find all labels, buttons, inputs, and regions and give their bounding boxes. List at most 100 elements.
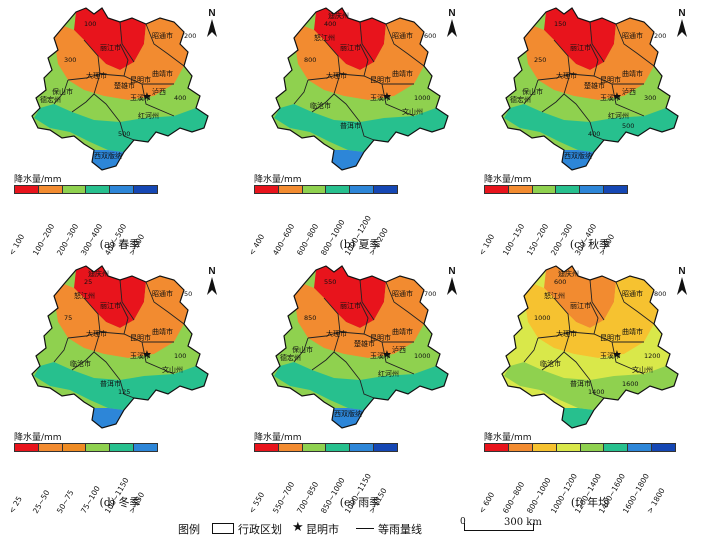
admin-boundary <box>359 301 369 335</box>
city-label: 文山州 <box>162 365 183 374</box>
legend-tick-label: < 100 <box>7 232 27 258</box>
isohyet-label: 400 <box>324 20 336 28</box>
city-label: 曲靖市 <box>152 69 173 78</box>
precip-zone <box>524 18 658 100</box>
admin-boundary <box>311 351 335 371</box>
city-label: 迪庆州 <box>558 269 579 278</box>
admin-boundary <box>83 297 101 353</box>
admin-boundary <box>537 331 644 343</box>
legend-swatch <box>38 186 63 193</box>
admin-boundary <box>293 337 309 363</box>
precip-zone <box>314 266 386 328</box>
isohyet-label: 125 <box>118 388 130 396</box>
legend-swatch <box>652 444 675 451</box>
legend-colorbar <box>14 443 158 452</box>
admin-boundary <box>293 79 309 105</box>
city-label: 保山市 <box>52 87 73 96</box>
isohyet-label: 550 <box>324 278 336 286</box>
legend-swatch <box>255 444 279 451</box>
city-label: 大理市 <box>556 329 577 338</box>
admin-boundary <box>589 301 599 335</box>
boundary-swatch <box>212 523 234 534</box>
legend-title: 降水量/mm <box>14 433 62 443</box>
legend-tick-label: 550~700 <box>271 480 297 516</box>
panel-caption: (d) 冬季 <box>99 496 141 509</box>
admin-boundary <box>523 79 539 105</box>
legend-swatch <box>326 186 351 193</box>
admin-boundary <box>119 21 135 63</box>
admin-boundary <box>537 73 644 85</box>
panel-f: 600 800 1000 1200 1400 1600 昭通市 曲靖市 昆明市 玉溪市 大理市 丽江市… <box>477 258 706 515</box>
panel-caption: (c) 秋季 <box>569 238 611 251</box>
north-arrow-icon: N <box>676 266 688 300</box>
province-outline <box>271 7 449 171</box>
city-label: 西双版纳 <box>564 151 592 160</box>
isohyet-label: 1400 <box>588 388 605 396</box>
legend-swatch <box>350 444 375 451</box>
legend-swatch <box>134 444 157 451</box>
city-label: 昆明市 <box>130 333 151 342</box>
province-outline <box>501 265 679 429</box>
city-label: 玉溪市 <box>600 351 621 360</box>
admin-boundary <box>359 21 375 63</box>
admin-boundary <box>93 93 121 123</box>
legend-swatch <box>556 444 581 451</box>
city-label: 曲靖市 <box>392 327 413 336</box>
isohyet-label: 400 <box>588 130 600 138</box>
admin-boundary <box>553 297 571 353</box>
precip-zone <box>54 18 188 100</box>
capital-star-icon: ★ <box>292 520 304 535</box>
legend-tick-label: 400~600 <box>271 222 297 258</box>
precip-zone <box>314 8 386 70</box>
city-label: 玉溪市 <box>600 93 621 102</box>
key-title: 图例 <box>178 523 200 536</box>
isohyet-label: 等雨量线 <box>378 523 422 536</box>
admin-boundary <box>589 43 599 77</box>
admin-boundary <box>71 93 95 113</box>
isohyet-label: 100 <box>174 352 186 360</box>
capital-star-icon: ★ <box>612 90 622 103</box>
capital-label: 昆明市 <box>306 523 339 536</box>
city-label: 昭通市 <box>392 31 413 40</box>
panel-caption: (e) 雨季 <box>339 496 381 509</box>
city-label: 泸西 <box>622 87 636 96</box>
admin-boundary <box>71 351 95 371</box>
legend-colorbar <box>254 443 398 452</box>
isohyet-label: 50 <box>184 290 192 298</box>
legend-tick-label: < 600 <box>477 490 497 516</box>
city-label: 怒江州 <box>544 291 565 300</box>
precip-zone <box>544 8 616 70</box>
legend-tick-label: < 400 <box>247 232 267 258</box>
isohyet-label: 500 <box>118 130 130 138</box>
north-arrow-icon: N <box>446 8 458 42</box>
precip-zone <box>514 64 670 122</box>
city-label: 红河州 <box>138 111 159 120</box>
city-label: 德宏州 <box>40 95 61 104</box>
panel-caption: (a) 春季 <box>99 238 141 251</box>
city-label: 昭通市 <box>392 289 413 298</box>
precip-zone <box>294 276 428 358</box>
city-label: 丽江市 <box>570 301 591 310</box>
legend-swatch <box>302 444 327 451</box>
admin-boundary <box>119 121 135 141</box>
panel-e: 550 700 850 1000 昭通市 曲靖市 昆明市 玉溪市 大理市 丽江市 楚雄市 德宏州 保山市… <box>247 258 476 515</box>
province-outline <box>31 7 209 171</box>
capital-star-icon: ★ <box>382 348 392 361</box>
legend-swatch <box>556 186 581 193</box>
admin-boundary <box>311 93 335 113</box>
isohyet-label: 1000 <box>414 352 431 360</box>
city-label: 昭通市 <box>152 289 173 298</box>
city-label: 大理市 <box>86 71 107 80</box>
city-label: 普洱市 <box>100 379 121 388</box>
legend-title: 降水量/mm <box>484 175 532 185</box>
admin-boundary <box>93 351 121 381</box>
isohyet-label: 600 <box>554 278 566 286</box>
legend-swatch <box>62 186 87 193</box>
legend-colorbar <box>254 185 398 194</box>
legend-swatch <box>278 186 303 193</box>
precip-zone <box>284 64 440 122</box>
city-label: 文山州 <box>402 107 423 116</box>
isohyet-label: 500 <box>622 122 634 130</box>
